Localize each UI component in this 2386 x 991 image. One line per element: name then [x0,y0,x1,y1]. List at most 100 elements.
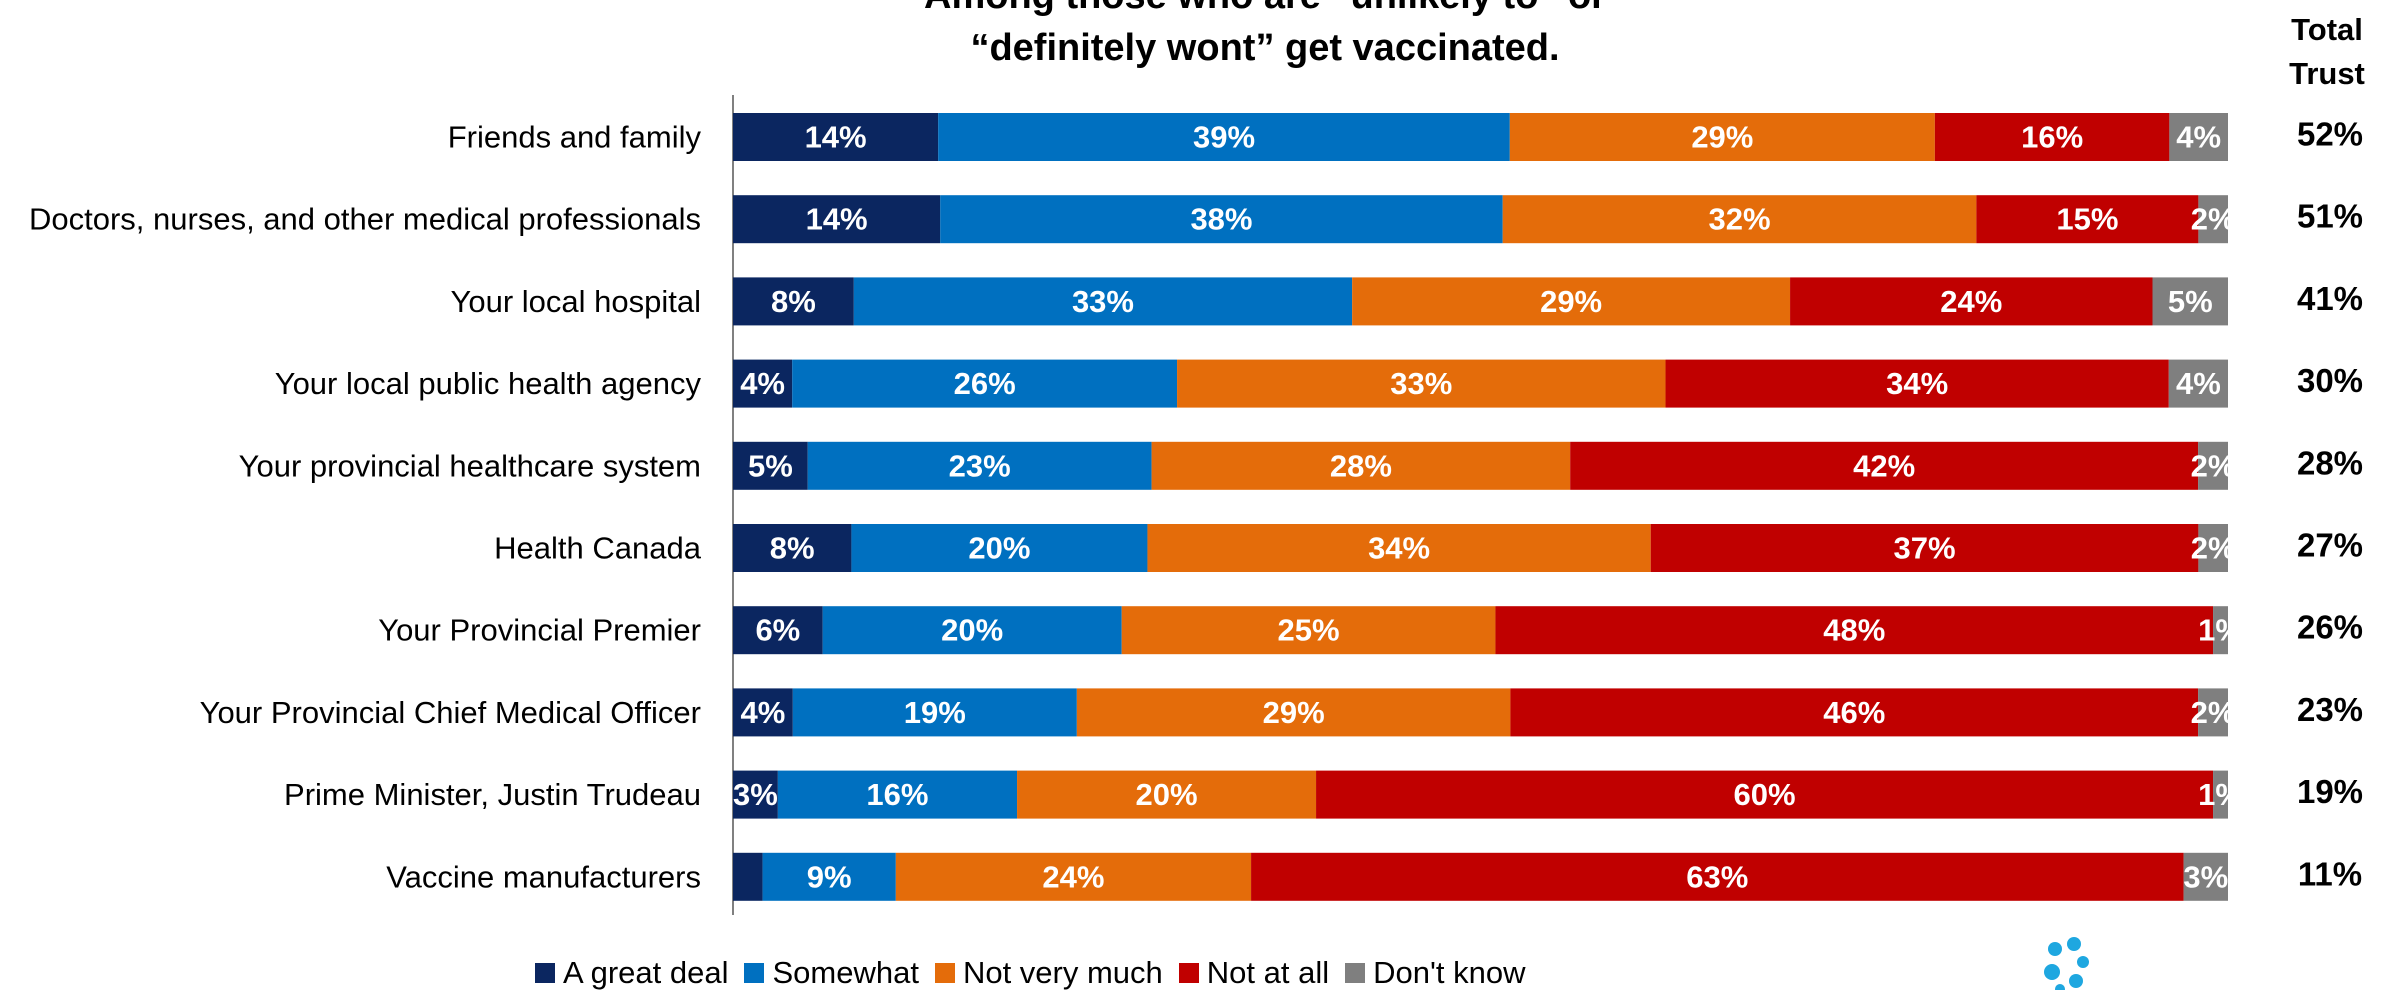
bar-not-very-much-your-provincial-healthcare-system [1151,441,1571,490]
data-label-don-t-know-your-local-hospital: 5% [2168,284,2213,319]
legend-label-not-very-much: Not very much [962,955,1163,990]
total-trust-header-line-1: Total [2291,12,2363,47]
bar-somewhat-your-provincial-healthcare-system [807,441,1152,490]
total-trust-header-line-2: Trust [2289,56,2365,91]
data-label-not-very-much-your-provincial-chief-medical-officer: 29% [1263,695,1325,730]
legend-swatch-not-very-much [934,963,955,983]
data-label-don-t-know-doctors-nurses-and-other-medical-professionals: 2% [2191,202,2236,237]
bar-don-t-know-your-local-hospital [2152,277,2228,326]
bar-not-at-all-your-local-public-health-agency [1665,359,2169,408]
bar-not-very-much-vaccine-manufacturers [895,852,1252,901]
bar-not-at-all-health-canada [1650,524,2199,572]
chart-title-line-2: “definitely wont” get vaccinated. [970,27,1560,69]
bar-don-t-know-health-canada [2198,524,2228,572]
category-label-your-provincial-premier: Your Provincial Premier [378,613,701,648]
legend-swatch-a-great-deal [535,963,555,983]
data-label-not-at-all-your-local-public-health-agency: 34% [1886,366,1948,401]
data-label-don-t-know-your-provincial-premier: 1% [2198,613,2243,648]
category-label-prime-minister-justin-trudeau: Prime Minister, Justin Trudeau [284,777,701,812]
data-label-a-great-deal-your-local-public-health-agency: 4% [740,366,785,401]
bar-somewhat-your-local-public-health-agency [792,359,1178,408]
bar-don-t-know-friends-and-family [2169,113,2228,161]
data-label-not-at-all-your-provincial-premier: 48% [1823,613,1885,648]
data-label-somewhat-your-provincial-healthcare-system: 23% [949,448,1011,483]
bar-not-at-all-your-provincial-chief-medical-officer [1510,688,2199,737]
bar-not-very-much-your-provincial-chief-medical-officer [1076,688,1511,737]
bar-a-great-deal-your-provincial-healthcare-system [733,441,808,490]
data-label-somewhat-vaccine-manufacturers: 9% [807,859,852,894]
bar-somewhat-friends-and-family [938,113,1510,161]
dots-logo-icon [2044,937,2089,990]
data-label-not-at-all-vaccine-manufacturers: 63% [1686,859,1748,894]
bar-not-at-all-your-local-hospital [1790,277,2153,326]
category-label-your-local-public-health-agency: Your local public health agency [275,366,702,401]
category-label-doctors-nurses-and-other-medical-professionals: Doctors, nurses, and other medical profe… [29,202,701,237]
bar-a-great-deal-doctors-nurses-and-other-medical-professionals [733,195,941,244]
data-label-somewhat-friends-and-family: 39% [1193,120,1255,155]
data-label-not-very-much-health-canada: 34% [1368,531,1430,566]
legend-item-somewhat: Somewhat [744,955,919,991]
data-label-somewhat-your-local-public-health-agency: 26% [954,366,1016,401]
bar-not-very-much-friends-and-family [1509,113,1935,161]
data-label-somewhat-doctors-nurses-and-other-medical-professionals: 38% [1190,202,1252,237]
data-label-don-t-know-your-provincial-chief-medical-officer: 2% [2191,695,2236,730]
data-label-a-great-deal-friends-and-family: 14% [805,120,867,155]
bar-not-very-much-your-local-hospital [1352,277,1791,326]
data-label-not-very-much-vaccine-manufacturers: 24% [1042,859,1104,894]
legend-item-not-very-much: Not very much [934,955,1163,991]
bar-not-at-all-doctors-nurses-and-other-medical-professionals [1976,195,2199,244]
total-trust-your-provincial-chief-medical-officer: 23% [2297,691,2363,728]
data-label-not-very-much-your-local-hospital: 29% [1540,284,1602,319]
data-label-not-very-much-doctors-nurses-and-other-medical-professionals: 32% [1709,202,1771,237]
data-label-not-at-all-your-local-hospital: 24% [1940,284,2002,319]
total-trust-prime-minister-justin-trudeau: 19% [2297,773,2363,810]
legend-swatch-don-t-know [1345,963,1366,983]
bar-a-great-deal-your-provincial-premier [733,606,823,655]
total-trust-your-provincial-premier: 26% [2297,609,2363,646]
total-trust-your-provincial-healthcare-system: 28% [2297,444,2363,481]
data-label-don-t-know-prime-minister-justin-trudeau: 1% [2198,777,2243,812]
chart-legend: A great deal Somewhat Not very much Not at … [535,955,1542,991]
bar-a-great-deal-your-provincial-chief-medical-officer [733,688,793,737]
data-label-don-t-know-vaccine-manufacturers: 3% [2183,859,2228,894]
data-label-somewhat-your-provincial-premier: 20% [941,613,1003,648]
data-label-don-t-know-friends-and-family: 4% [2176,120,2221,155]
legend-swatch-somewhat [744,963,765,983]
bar-not-at-all-your-provincial-premier [1495,606,2214,655]
data-label-don-t-know-health-canada: 2% [2191,531,2236,566]
category-label-your-provincial-chief-medical-officer: Your Provincial Chief Medical Officer [200,695,701,730]
bar-don-t-know-your-provincial-healthcare-system [2198,441,2228,490]
bar-don-t-know-your-provincial-premier [2213,606,2228,655]
data-label-somewhat-your-provincial-chief-medical-officer: 19% [904,695,966,730]
total-trust-friends-and-family: 52% [2297,116,2363,153]
legend-item-not-at-all: Not at all [1178,955,1329,991]
bar-not-at-all-prime-minister-justin-trudeau [1316,770,2214,819]
bar-not-very-much-your-local-public-health-agency [1177,359,1666,408]
legend-label-don-t-know: Don't know [1373,955,1526,990]
data-label-not-at-all-friends-and-family: 16% [2021,120,2083,155]
bar-not-very-much-doctors-nurses-and-other-medical-professionals [1502,195,1977,244]
total-trust-your-local-hospital: 41% [2297,280,2363,317]
data-label-not-at-all-health-canada: 37% [1894,531,1956,566]
bar-don-t-know-doctors-nurses-and-other-medical-professionals [2198,195,2228,244]
bar-not-at-all-your-provincial-healthcare-system [1570,441,2199,490]
total-trust-vaccine-manufacturers: 11% [2298,855,2362,892]
bar-not-very-much-health-canada [1147,524,1651,572]
stacked-bar-chart: Friends and family 14% 39% 29% 16% 4% 52% Docto… [29,95,2363,915]
bar-not-at-all-vaccine-manufacturers [1251,852,2184,901]
bar-a-great-deal-vaccine-manufacturers [733,852,763,901]
data-label-not-at-all-prime-minister-justin-trudeau: 60% [1734,777,1796,812]
data-label-somewhat-your-local-hospital: 33% [1072,284,1134,319]
total-trust-your-local-public-health-agency: 30% [2297,362,2363,399]
data-label-a-great-deal-your-provincial-chief-medical-officer: 4% [740,695,785,730]
bar-don-t-know-your-local-public-health-agency [2168,359,2228,408]
data-label-somewhat-prime-minister-justin-trudeau: 16% [866,777,928,812]
bar-somewhat-your-provincial-premier [822,606,1122,655]
data-label-somewhat-health-canada: 20% [968,531,1030,566]
bar-somewhat-doctors-nurses-and-other-medical-professionals [940,195,1503,244]
data-label-a-great-deal-health-canada: 8% [770,531,815,566]
category-label-your-local-hospital: Your local hospital [451,284,701,319]
chart-title: Among those who are “unlikely to” or “de… [690,0,1840,74]
data-label-not-very-much-your-provincial-healthcare-system: 28% [1330,448,1392,483]
category-label-friends-and-family: Friends and family [448,120,702,155]
